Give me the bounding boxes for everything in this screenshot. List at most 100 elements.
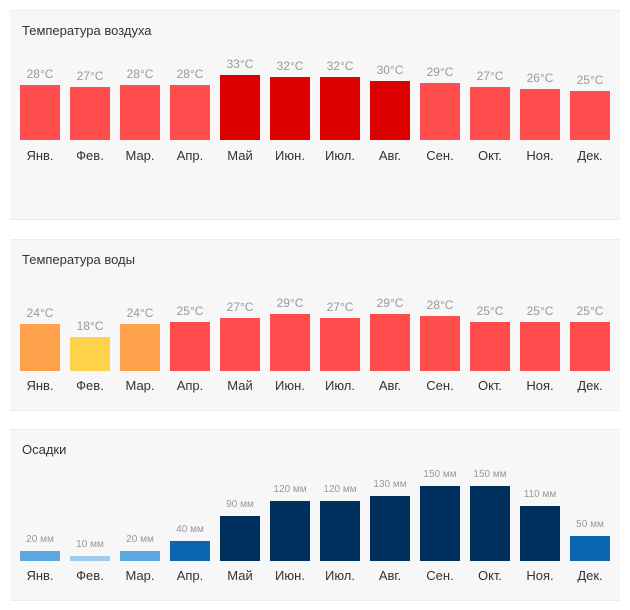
water-bar — [370, 314, 410, 371]
rain-value-label: 90 мм — [226, 499, 254, 510]
water-month-label: Окт. — [477, 378, 503, 393]
air-bar — [470, 87, 510, 140]
rain-bar — [170, 541, 210, 561]
rain-value-label: 50 мм — [576, 519, 604, 530]
air-month-label: Ноя. — [526, 148, 554, 163]
water-bar — [320, 318, 360, 371]
water-value-label: 27°C — [226, 300, 254, 314]
water-value-label: 29°C — [376, 296, 404, 310]
air-month-label: Апр. — [176, 148, 204, 163]
water-month-label: Июн. — [275, 378, 305, 393]
water-bar — [220, 318, 260, 371]
air-temperature-title: Температура воздуха — [22, 23, 152, 38]
rain-bar — [320, 501, 360, 561]
water-bar — [520, 322, 560, 371]
air-value-label: 27°C — [76, 69, 104, 83]
air-month-label: Дек. — [577, 148, 603, 163]
water-bar — [420, 316, 460, 371]
rain-value-label: 150 мм — [423, 469, 457, 480]
air-bar — [170, 85, 210, 140]
water-month-label: Янв. — [26, 378, 54, 393]
water-value-label: 29°C — [276, 296, 304, 310]
rain-bar — [70, 556, 110, 561]
rain-month-label: Апр. — [176, 568, 204, 583]
water-month-label: Мар. — [125, 378, 155, 393]
water-value-label: 18°C — [76, 319, 104, 333]
air-month-label: Янв. — [26, 148, 54, 163]
air-month-label: Июн. — [275, 148, 305, 163]
rain-month-label: Авг. — [378, 568, 402, 583]
water-month-label: Дек. — [577, 378, 603, 393]
water-value-label: 27°C — [326, 300, 354, 314]
air-month-label: Май — [227, 148, 253, 163]
rain-value-label: 20 мм — [26, 534, 54, 545]
rain-month-label: Сен. — [426, 568, 454, 583]
rain-bar — [270, 501, 310, 561]
air-bar — [420, 83, 460, 140]
water-bar — [470, 322, 510, 371]
rain-bar — [120, 551, 160, 561]
air-value-label: 29°C — [426, 65, 454, 79]
air-value-label: 33°C — [226, 57, 254, 71]
air-month-label: Окт. — [477, 148, 503, 163]
air-value-label: 28°C — [126, 67, 154, 81]
air-bar — [120, 85, 160, 140]
air-bar — [70, 87, 110, 140]
water-bar — [120, 324, 160, 371]
rain-value-label: 10 мм — [76, 539, 104, 550]
rain-month-label: Окт. — [477, 568, 503, 583]
air-bar — [220, 75, 260, 140]
rain-month-label: Дек. — [577, 568, 603, 583]
water-value-label: 25°C — [476, 304, 504, 318]
air-bar — [320, 77, 360, 140]
rain-value-label: 130 мм — [373, 479, 407, 490]
air-value-label: 30°C — [376, 63, 404, 77]
air-value-label: 26°C — [526, 71, 554, 85]
air-bar — [20, 85, 60, 140]
air-bar — [570, 91, 610, 140]
air-bar — [520, 89, 560, 140]
rain-month-label: Фев. — [76, 568, 104, 583]
water-value-label: 24°C — [26, 306, 54, 320]
water-value-label: 28°C — [426, 298, 454, 312]
rain-month-label: Май — [227, 568, 253, 583]
air-value-label: 27°C — [476, 69, 504, 83]
rain-bar — [520, 506, 560, 561]
water-bar — [70, 337, 110, 371]
rain-bar — [20, 551, 60, 561]
water-temperature-panel: Температура воды 24°C Янв. 18°C Фев. 24°C Мар… — [10, 239, 620, 411]
air-value-label: 32°C — [326, 59, 354, 73]
air-bar — [370, 81, 410, 140]
water-value-label: 25°C — [576, 304, 604, 318]
rain-bar — [570, 536, 610, 561]
rain-value-label: 120 мм — [273, 484, 307, 495]
water-bar — [20, 324, 60, 371]
rain-month-label: Июн. — [275, 568, 305, 583]
air-value-label: 28°C — [26, 67, 54, 81]
rain-value-label: 120 мм — [323, 484, 357, 495]
air-month-label: Июл. — [324, 148, 355, 163]
air-temperature-panel: Температура воздуха 28°C Янв. 27°C Фев. 28°C… — [10, 10, 620, 220]
rain-bar — [370, 496, 410, 561]
rain-bar — [420, 486, 460, 561]
water-month-label: Май — [227, 378, 253, 393]
water-value-label: 25°C — [526, 304, 554, 318]
rain-value-label: 20 мм — [126, 534, 154, 545]
water-bar — [170, 322, 210, 371]
air-month-label: Фев. — [76, 148, 104, 163]
water-month-label: Фев. — [76, 378, 104, 393]
rain-month-label: Июл. — [324, 568, 355, 583]
water-bar — [270, 314, 310, 371]
rain-month-label: Ноя. — [526, 568, 554, 583]
water-month-label: Авг. — [378, 378, 402, 393]
rain-bar — [220, 516, 260, 561]
air-bar — [270, 77, 310, 140]
water-month-label: Апр. — [176, 378, 204, 393]
water-month-label: Сен. — [426, 378, 454, 393]
rain-value-label: 150 мм — [473, 469, 507, 480]
precipitation-title: Осадки — [22, 442, 67, 457]
air-value-label: 28°C — [176, 67, 204, 81]
water-value-label: 24°C — [126, 306, 154, 320]
water-month-label: Ноя. — [526, 378, 554, 393]
air-month-label: Сен. — [426, 148, 454, 163]
